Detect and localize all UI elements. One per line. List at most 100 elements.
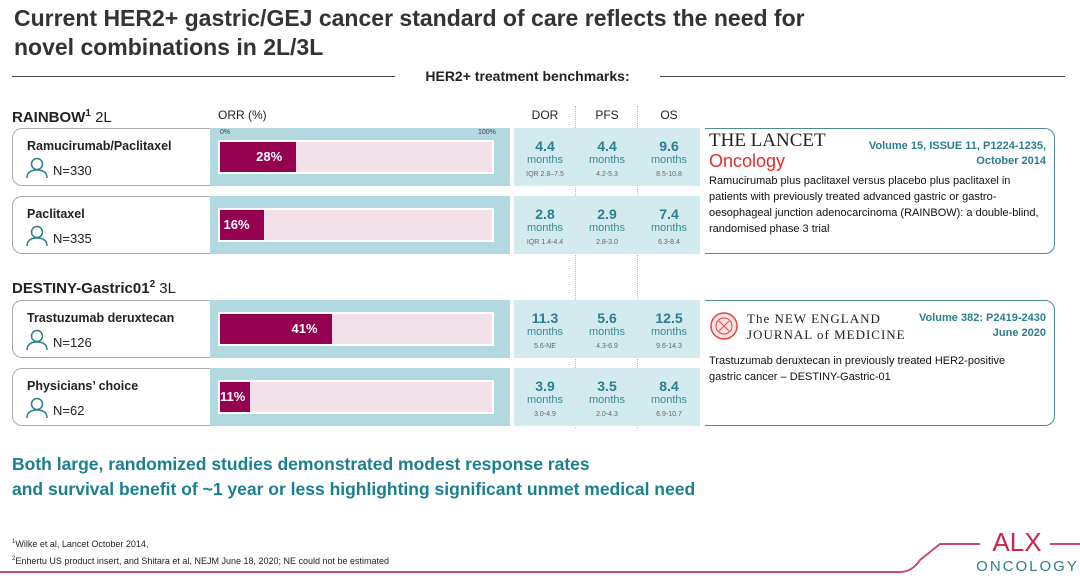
- pfs-range: 2.0-4.3: [596, 411, 618, 418]
- os-value: 12.5: [655, 310, 683, 326]
- column-divider: [637, 106, 638, 428]
- conclusion-line: and survival benefit of ~1 year or less …: [12, 479, 696, 499]
- unit-label: months: [588, 222, 626, 234]
- dor-cell: 2.8 months IQR 1.4-4.4: [514, 196, 576, 254]
- pfs-value: 4.4: [597, 138, 617, 154]
- orr-header: ORR (%): [218, 108, 267, 122]
- os-range: 9.6-14.3: [656, 343, 682, 350]
- conclusion: Both large, randomized studies demonstra…: [12, 452, 695, 502]
- divider: [12, 76, 395, 77]
- unit-label: months: [526, 394, 564, 406]
- pfs-cell: 5.6 months 4.3-6.9: [576, 300, 638, 358]
- os-header: OS: [660, 108, 678, 122]
- orr-bar-track: 11%: [218, 380, 494, 414]
- unit-label: months: [588, 326, 626, 338]
- orr-bar: 28%: [220, 142, 297, 172]
- pfs-cell: 4.4 months 4.2-5.3: [576, 128, 638, 186]
- dor-cell: 3.9 months 3.0-4.9: [514, 368, 576, 426]
- orr-min: 0%: [220, 129, 231, 136]
- pfs-range: 4.2-5.3: [596, 171, 618, 178]
- orr-max: 100%: [478, 129, 496, 136]
- dor-range: 5.6-NE: [534, 343, 556, 350]
- patient-count: N=62: [53, 403, 85, 418]
- patient-count: N=335: [53, 231, 92, 246]
- os-range: 6.3-8.4: [658, 239, 680, 246]
- pfs-header: PFS: [595, 108, 619, 122]
- arm-card: Ramucirumab/Paclitaxel N=330: [12, 128, 212, 186]
- unit-label: months: [526, 326, 564, 338]
- pfs-cell: 3.5 months 2.0-4.3: [576, 368, 638, 426]
- survival-metrics: 4.4 months IQR 2.8–7.5 4.4 months 4.2-5.3 9.6 m…: [514, 128, 700, 186]
- unit-label: months: [588, 154, 626, 166]
- person-icon: [26, 397, 48, 419]
- arm-name: Physicians’ choice: [27, 379, 139, 393]
- dor-cell: 4.4 months IQR 2.8–7.5: [514, 128, 576, 186]
- unit-label: months: [526, 222, 564, 234]
- benchmarks-label: HER2+ treatment benchmarks:: [425, 68, 630, 84]
- patient-count: N=330: [53, 163, 92, 178]
- conclusion-line: Both large, randomized studies demonstra…: [12, 454, 590, 474]
- arm-card: Physicians’ choice N=62: [12, 368, 212, 426]
- nejm-seal-icon: [710, 312, 738, 340]
- person-icon: [26, 157, 48, 179]
- reference-box: THE LANCET Oncology Ramucirumab plus pac…: [705, 128, 1055, 254]
- os-value: 8.4: [659, 378, 679, 394]
- orr-band: 11%: [210, 368, 510, 426]
- os-cell: 9.6 months 8.5-10.8: [638, 128, 700, 186]
- journal-logo: Oncology: [709, 151, 786, 171]
- footer-line: [0, 543, 1080, 573]
- reference-title: Trastuzumab deruxtecan in previously tre…: [709, 355, 1006, 383]
- os-value: 7.4: [659, 206, 679, 222]
- pfs-range: 4.3-6.9: [596, 343, 618, 350]
- arm-card: Trastuzumab deruxtecan N=126: [12, 300, 212, 358]
- unit-label: months: [526, 154, 564, 166]
- logo-oncology: ONCOLOGY: [976, 558, 1079, 575]
- pfs-cell: 2.9 months 2.8-3.0: [576, 196, 638, 254]
- os-value: 9.6: [659, 138, 679, 154]
- unit-label: months: [650, 394, 688, 406]
- dor-cell: 11.3 months 5.6-NE: [514, 300, 576, 358]
- journal-logo: THE LANCET: [709, 130, 826, 151]
- pfs-value: 2.9: [597, 206, 617, 222]
- survival-metrics: 11.3 months 5.6-NE 5.6 months 4.3-6.9 12.5 mont…: [514, 300, 700, 358]
- os-range: 6.9-10.7: [656, 411, 682, 418]
- section-title: DESTINY-Gastric012 3L: [12, 279, 176, 297]
- dor-value: 2.8: [535, 206, 555, 222]
- orr-bar: 11%: [220, 382, 250, 412]
- orr-bar-track: 28%: [218, 140, 494, 174]
- column-divider: [575, 106, 576, 428]
- dor-range: 3.0-4.9: [534, 411, 556, 418]
- orr-bar-track: 16%: [218, 208, 494, 242]
- os-cell: 8.4 months 6.9-10.7: [638, 368, 700, 426]
- unit-label: months: [650, 222, 688, 234]
- unit-label: months: [650, 154, 688, 166]
- dor-value: 11.3: [531, 310, 559, 326]
- dor-header: DOR: [531, 108, 559, 122]
- footnote: 1Wilke et al, Lancet October 2014,: [12, 539, 149, 549]
- orr-band: 0% 100% 28%: [210, 128, 510, 186]
- orr-band: 16%: [210, 196, 510, 254]
- dor-value: 4.4: [535, 138, 555, 154]
- section-title: RAINBOW1 2L: [12, 108, 112, 126]
- pfs-value: 5.6: [597, 310, 617, 326]
- footnote: 2Enhertu US product insert, and Shitara …: [12, 556, 390, 566]
- dor-range: IQR 2.8–7.5: [526, 171, 564, 178]
- patient-count: N=126: [53, 335, 92, 350]
- survival-metrics: 2.8 months IQR 1.4-4.4 2.9 months 2.8-3.0 7.4 m…: [514, 196, 700, 254]
- os-range: 8.5-10.8: [656, 171, 682, 178]
- footnotes: 1Wilke et al, Lancet October 2014, 2Enhe…: [12, 535, 389, 569]
- dor-value: 3.9: [535, 378, 555, 394]
- orr-band: 41%: [210, 300, 510, 358]
- arm-card: Paclitaxel N=335: [12, 196, 212, 254]
- reference-citation: Volume 382: P2419-2430 June 2020: [919, 312, 1046, 339]
- page-title: Current HER2+ gastric/GEJ cancer standar…: [14, 5, 805, 60]
- orr-bar: 41%: [220, 314, 332, 344]
- os-cell: 12.5 months 9.6-14.3: [638, 300, 700, 358]
- arm-name: Ramucirumab/Paclitaxel: [27, 139, 172, 153]
- arm-name: Paclitaxel: [27, 207, 85, 221]
- reference-citation: Volume 15, ISSUE 11, P1224-1235, October …: [868, 140, 1046, 167]
- divider: [660, 76, 1065, 77]
- orr-bar: 16%: [220, 210, 264, 240]
- logo-alx: ALX: [992, 527, 1042, 557]
- os-cell: 7.4 months 6.3-8.4: [638, 196, 700, 254]
